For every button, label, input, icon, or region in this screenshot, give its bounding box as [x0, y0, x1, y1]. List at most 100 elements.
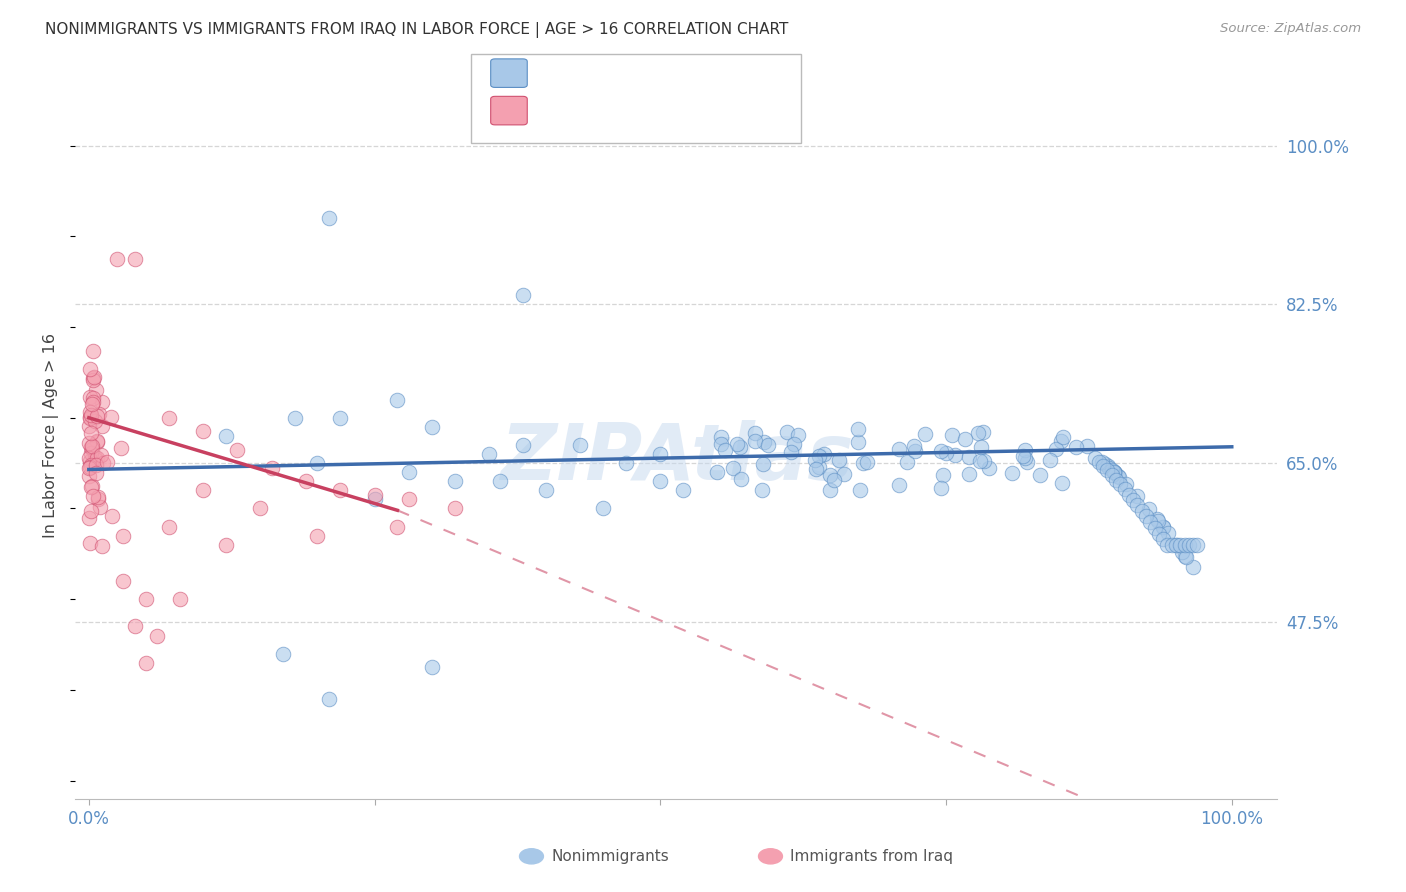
Point: [780, 445, 803, 459]
Point: [80, 504, 103, 518]
Point: [215, 538, 238, 552]
Point: [887, 478, 910, 492]
Point: [87, 491, 110, 506]
Point: [96, 455, 118, 469]
Point: [1187, 538, 1209, 552]
Point: [943, 448, 966, 462]
Point: [914, 426, 936, 441]
Point: [398, 465, 420, 479]
Point: [124, 619, 146, 633]
Point: [896, 455, 918, 469]
Point: [79, 361, 101, 376]
Point: [363, 492, 385, 507]
Text: N =: N =: [641, 66, 675, 80]
Point: [1160, 538, 1182, 552]
Point: [80, 397, 103, 411]
Text: Immigrants from Iraq: Immigrants from Iraq: [790, 849, 953, 863]
Point: [973, 454, 995, 468]
Point: [329, 483, 352, 498]
Point: [1135, 509, 1157, 524]
Point: [970, 440, 993, 454]
Point: [534, 483, 557, 498]
Point: [832, 467, 855, 482]
Point: [89, 500, 111, 514]
Point: [1064, 440, 1087, 454]
Point: [1092, 458, 1115, 473]
Point: [1156, 538, 1178, 552]
Point: [1171, 545, 1194, 559]
Point: [752, 435, 775, 450]
Point: [79, 426, 101, 441]
Point: [1166, 538, 1188, 552]
Point: [1045, 442, 1067, 457]
Point: [478, 447, 501, 461]
Point: [592, 501, 614, 516]
Point: [146, 628, 169, 642]
Point: [929, 444, 952, 458]
Point: [135, 656, 157, 670]
Point: [744, 426, 766, 441]
Point: [1101, 463, 1123, 477]
Point: [846, 422, 869, 436]
Point: [79, 404, 101, 418]
Point: [79, 461, 101, 475]
Point: [1147, 526, 1170, 541]
Point: [820, 468, 842, 483]
Point: [84, 384, 107, 398]
Point: [955, 432, 977, 446]
Point: [91, 539, 114, 553]
Text: 154: 154: [679, 66, 711, 80]
Point: [86, 409, 108, 423]
Point: [387, 519, 409, 533]
Point: [363, 488, 385, 502]
Point: [650, 447, 672, 461]
Point: [932, 468, 955, 483]
Text: ZIPAtlas: ZIPAtlas: [499, 419, 853, 496]
Point: [226, 442, 249, 457]
Point: [1118, 488, 1140, 502]
Point: [90, 448, 112, 462]
Point: [80, 442, 103, 456]
Point: [1097, 463, 1119, 477]
Point: [1139, 515, 1161, 529]
Point: [443, 475, 465, 489]
Point: [710, 430, 733, 444]
Point: [80, 446, 103, 460]
Point: [1014, 442, 1036, 457]
Point: [775, 425, 797, 440]
Point: [849, 483, 872, 498]
Point: [1114, 483, 1136, 497]
Point: [756, 438, 779, 452]
Point: [86, 435, 108, 450]
Point: [86, 434, 108, 449]
Point: [972, 425, 994, 439]
Point: [966, 425, 988, 440]
Point: [86, 450, 108, 465]
Point: [1181, 559, 1204, 574]
Point: [191, 483, 214, 498]
Point: [329, 410, 352, 425]
Point: [82, 489, 104, 503]
Point: [79, 536, 101, 550]
Point: [614, 456, 637, 470]
Point: [1137, 502, 1160, 516]
Point: [1122, 492, 1144, 507]
Point: [489, 475, 512, 489]
Point: [752, 457, 775, 471]
Point: [307, 529, 329, 543]
Point: [80, 480, 103, 494]
Point: [1178, 538, 1201, 552]
Text: 84: 84: [679, 103, 706, 118]
Point: [1015, 455, 1038, 469]
Point: [79, 459, 101, 474]
Point: [260, 460, 283, 475]
Point: [82, 370, 104, 384]
Point: [969, 454, 991, 468]
Point: [84, 467, 107, 481]
Point: [808, 449, 831, 463]
Point: [1088, 455, 1111, 469]
Point: [1115, 476, 1137, 491]
Point: [110, 441, 132, 455]
Point: [721, 460, 744, 475]
Point: [295, 475, 318, 489]
